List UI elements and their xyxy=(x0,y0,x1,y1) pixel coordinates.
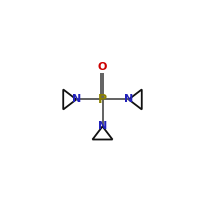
Text: P: P xyxy=(98,93,107,106)
Text: N: N xyxy=(124,94,133,104)
Text: N: N xyxy=(72,94,81,104)
Text: N: N xyxy=(98,121,107,131)
Text: O: O xyxy=(98,62,107,72)
